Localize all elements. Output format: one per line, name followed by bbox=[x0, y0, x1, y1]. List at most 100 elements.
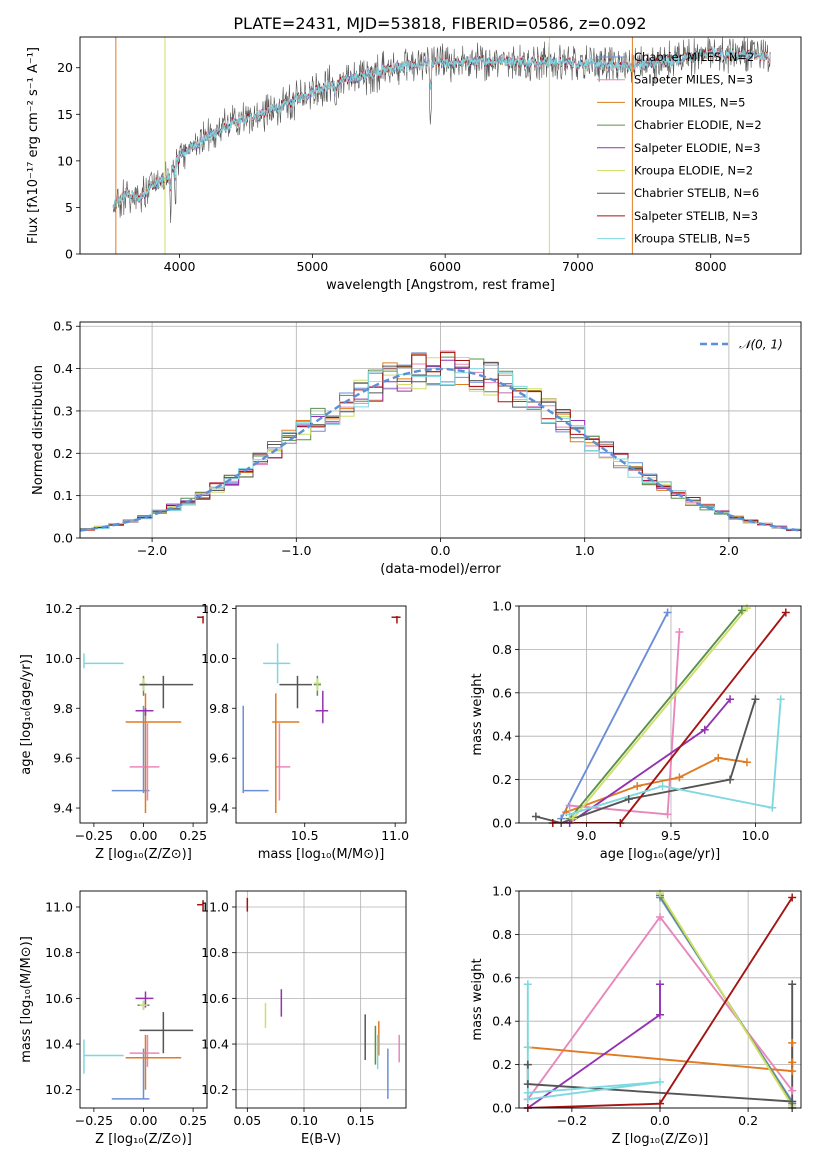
weight-marker-salpeter-stelib bbox=[656, 1099, 664, 1108]
tick-label-y: 9.6 bbox=[53, 751, 73, 766]
tick-label-y: 0.8 bbox=[492, 642, 512, 657]
tick-label-x: 9.5 bbox=[661, 828, 681, 843]
tick-label-x: 2.0 bbox=[719, 543, 739, 558]
legend-label: 𝒩(0, 1) bbox=[739, 338, 783, 352]
axes-frame bbox=[79, 890, 208, 1109]
tick-label-y: 20 bbox=[57, 60, 73, 75]
tick-label-x: 0.2 bbox=[738, 1113, 758, 1128]
weight-marker-chabrier-stelib bbox=[624, 795, 633, 804]
axes-frame bbox=[518, 605, 802, 824]
axes-frame bbox=[79, 605, 208, 824]
weight-marker-kroupa-stelib bbox=[776, 695, 785, 704]
weight-marker-chabrier-stelib bbox=[531, 812, 540, 821]
axes-frame bbox=[79, 321, 802, 539]
axes-frame bbox=[79, 36, 802, 255]
weight-marker-kroupa-elodie bbox=[656, 889, 664, 898]
tick-label-y: 0.6 bbox=[492, 685, 512, 700]
tick-label-y: 0.4 bbox=[492, 729, 512, 744]
panel-weight_vs_age: 9.0 9.5 10.0 0.0 0.2 0.4 0.6 0.8 1.0 age [log₁₀(a… bbox=[470, 599, 802, 862]
figure-title: PLATE=2431, MJD=53818, FIBERID=0586, z=0… bbox=[233, 14, 646, 33]
axes-frame bbox=[235, 890, 407, 1109]
weight-marker-salpeter-stelib bbox=[781, 608, 790, 617]
tick-label-y: 10.0 bbox=[201, 651, 229, 666]
tick-label-x: −1.0 bbox=[281, 543, 311, 558]
weight-line-kroupa-miles bbox=[565, 756, 748, 813]
tick-label-x: 0.15 bbox=[347, 1113, 375, 1128]
weight-marker-salpeter-miles bbox=[656, 913, 664, 922]
weight-line-kroupa-elodie bbox=[572, 607, 748, 820]
weight-marker-kroupa-elodie bbox=[569, 814, 578, 823]
tick-label-y: 0.3 bbox=[53, 403, 73, 418]
histogram-kroupa-stelib bbox=[80, 365, 801, 538]
tick-label-y: 0.2 bbox=[492, 1057, 512, 1072]
tick-label-x: −0.25 bbox=[75, 1113, 113, 1128]
x-axis-label: age [log₁₀(age/yr)] bbox=[600, 847, 721, 862]
tick-label-y: 10.6 bbox=[201, 991, 229, 1006]
weight-marker-kroupa-stelib bbox=[523, 1043, 532, 1052]
weight-marker-kroupa-stelib bbox=[768, 803, 777, 812]
tick-label-y: 0 bbox=[65, 247, 73, 262]
weight-marker-salpeter-elodie bbox=[726, 695, 735, 704]
legend-label: Kroupa ELODIE, N=2 bbox=[634, 164, 753, 178]
weight-line-kroupa-stelib bbox=[526, 984, 661, 1101]
y-axis-label: Flux [fλ10⁻¹⁷ erg cm⁻² s⁻¹ A⁻¹] bbox=[26, 47, 41, 244]
legend-label: Salpeter ELODIE, N=3 bbox=[634, 141, 761, 155]
tick-label-y: 11.0 bbox=[45, 899, 73, 914]
tick-label-y: 10.2 bbox=[45, 601, 73, 616]
y-axis-label: mass [log₁₀(M/M⊙)] bbox=[19, 936, 34, 1063]
weight-marker-kroupa-miles bbox=[788, 1058, 797, 1067]
tick-label-y: 10.4 bbox=[201, 1037, 229, 1052]
legend-label: Salpeter STELIB, N=3 bbox=[634, 209, 758, 223]
tick-label-y: 10.8 bbox=[45, 945, 73, 960]
weight-marker-salpeter-elodie bbox=[656, 980, 664, 989]
weight-marker-chabrier-stelib bbox=[523, 1060, 532, 1069]
tick-label-y: 0.2 bbox=[53, 446, 73, 461]
tick-label-y: 10.8 bbox=[201, 945, 229, 960]
legend-label: Chabrier STELIB, N=6 bbox=[634, 186, 759, 200]
tick-label-y: 9.4 bbox=[53, 801, 73, 816]
tick-label-x: 10.5 bbox=[291, 828, 319, 843]
weight-marker-chabrier-stelib bbox=[788, 980, 797, 989]
legend-label: Chabrier ELODIE, N=2 bbox=[634, 118, 762, 132]
weight-marker-kroupa-stelib bbox=[523, 1088, 532, 1097]
panel-age_vs_mass: 10.5 11.0 9.4 9.6 9.8 10.0 10.2 mass [log₁₀(M/M… bbox=[201, 601, 409, 862]
weight-marker-salpeter-miles bbox=[565, 801, 574, 810]
tick-label-y: 0.8 bbox=[492, 927, 512, 942]
tick-label-x: 0.25 bbox=[179, 1113, 207, 1128]
y-axis-label: mass weight bbox=[470, 958, 485, 1040]
weight-marker-kroupa-miles bbox=[742, 758, 751, 767]
plot-area bbox=[535, 607, 787, 823]
axes-frame bbox=[518, 890, 802, 1109]
tick-label-y: 11.0 bbox=[201, 899, 229, 914]
plot-area bbox=[83, 900, 204, 1100]
x-axis-label: wavelength [Angstrom, rest frame] bbox=[326, 278, 555, 293]
weight-marker-chabrier-miles bbox=[663, 608, 672, 617]
panel-mass_vs_Z: −0.25 0.00 0.25 10.2 10.4 10.6 10.8 11.0 Z [log₁… bbox=[19, 890, 208, 1147]
panel-weight_vs_Z: −0.2 0.0 0.2 0.0 0.2 0.4 0.6 0.8 1.0 Z [log₁₀(Z/Z… bbox=[470, 884, 802, 1147]
weight-line-salpeter-stelib bbox=[552, 611, 787, 823]
weight-marker-chabrier-elodie bbox=[737, 606, 746, 615]
tick-label-x: 8000 bbox=[695, 259, 727, 274]
tick-label-x: 0.00 bbox=[130, 828, 158, 843]
tick-label-y: 10.2 bbox=[201, 601, 229, 616]
legend-label: Kroupa MILES, N=5 bbox=[634, 95, 746, 109]
weight-marker-salpeter-miles bbox=[663, 810, 672, 819]
weight-marker-salpeter-miles bbox=[675, 628, 684, 637]
tick-label-y: 0.0 bbox=[492, 816, 512, 831]
tick-label-x: 0.00 bbox=[130, 1113, 158, 1128]
weight-marker-kroupa-stelib bbox=[656, 1077, 664, 1086]
tick-label-y: 10.0 bbox=[45, 651, 73, 666]
panel-residuals: −2.0 −1.0 0.0 1.0 2.0 0.0 0.1 0.2 0.3 0.4 0.5 (data… bbox=[31, 319, 802, 577]
panel-age_vs_Z: −0.25 0.00 0.25 9.4 9.6 9.8 10.0 10.2 Z [log₁₀(Z… bbox=[19, 601, 208, 862]
tick-label-x: 9.0 bbox=[577, 828, 597, 843]
tick-label-y: 0.4 bbox=[492, 1014, 512, 1029]
x-axis-label: (data-model)/error bbox=[380, 562, 501, 577]
weight-marker-kroupa-stelib bbox=[658, 782, 667, 791]
tick-label-y: 15 bbox=[57, 107, 73, 122]
spectrum-line-kroupa-stelib bbox=[112, 47, 771, 210]
y-axis-label: Normed distribution bbox=[31, 365, 46, 495]
weight-marker-kroupa-miles bbox=[788, 1067, 797, 1076]
weight-line-salpeter-elodie bbox=[527, 984, 661, 1108]
y-axis-label: age [log₁₀(age/yr)] bbox=[19, 654, 34, 775]
